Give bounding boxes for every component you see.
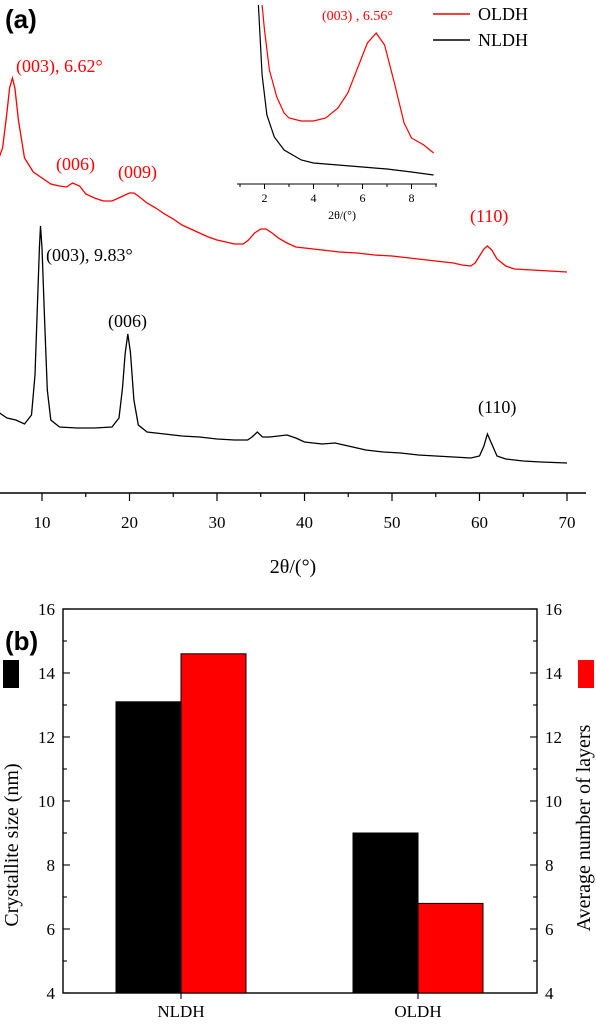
panel-a: (a) 10 20 30 40 50 60 70 2θ/(°) (003), 6.62° (… xyxy=(0,4,586,578)
right-y-axis-title: Average number of layers xyxy=(573,724,595,931)
panel-b-ticks: 4 4 6 6 8 8 10 10 12 12 14 14 16 16 xyxy=(38,600,563,1003)
panel-a-x-axis-title: 2θ/(°) xyxy=(270,556,316,578)
panel-a-x-ticks: 10 20 30 40 50 60 70 xyxy=(34,493,576,532)
x-tick-label: 20 xyxy=(121,513,138,532)
left-y-tick-label: 6 xyxy=(47,920,56,939)
panel-b-label: (b) xyxy=(5,626,38,656)
inset-x-axis-title: 2θ/(°) xyxy=(328,208,356,222)
category-label-oldh: OLDH xyxy=(394,1002,441,1021)
x-tick-label: 40 xyxy=(296,513,313,532)
crystallite-size-bar-oldh xyxy=(352,832,419,994)
x-tick-label: 10 xyxy=(34,513,51,532)
inset-x-tick-label: 8 xyxy=(409,191,415,205)
right-y-tick-label: 10 xyxy=(545,792,562,811)
oldh-peak-003-label: (003), 6.62° xyxy=(16,56,103,77)
inset-x-tick-label: 6 xyxy=(360,191,366,205)
left-y-tick-label: 16 xyxy=(38,600,55,619)
layers-bar-nldh xyxy=(180,653,247,994)
left-y-tick-label: 12 xyxy=(38,728,55,747)
left-y-tick-label: 4 xyxy=(47,984,56,1003)
legend-oldh-label: OLDH xyxy=(478,4,528,24)
average-layers-swatch xyxy=(578,660,594,688)
panel-b-bars: NLDH OLDH xyxy=(115,653,484,1021)
right-y-tick-label: 12 xyxy=(545,728,562,747)
crystallite-size-bar-nldh xyxy=(115,701,182,994)
crystallite-size-swatch xyxy=(3,660,19,688)
x-tick-label: 30 xyxy=(209,513,226,532)
inset-nldh-line xyxy=(257,4,434,176)
x-tick-label: 60 xyxy=(471,513,488,532)
nldh-xrd-line xyxy=(0,225,568,464)
right-y-tick-label: 8 xyxy=(545,856,554,875)
inset-x-tick-label: 4 xyxy=(311,191,317,205)
inset-x-ticks: 2 4 6 8 xyxy=(239,184,437,205)
right-y-tick-label: 6 xyxy=(545,920,554,939)
nldh-peak-110-label: (110) xyxy=(478,397,516,418)
inset-chart: 2 4 6 8 2θ/(°) (003) , 6.56° xyxy=(237,4,437,222)
left-y-tick-label: 14 xyxy=(38,664,56,683)
right-y-tick-label: 14 xyxy=(545,664,563,683)
panel-b: (b) NLDH OLDH 4 4 6 6 8 8 10 10 12 12 14 14 16 16 Crys… xyxy=(1,600,595,1021)
oldh-peak-006-label: (006) xyxy=(56,154,95,175)
nldh-peak-003-label: (003), 9.83° xyxy=(46,245,133,266)
oldh-peak-110-label: (110) xyxy=(470,206,508,227)
left-y-tick-label: 10 xyxy=(38,792,55,811)
x-tick-label: 70 xyxy=(559,513,576,532)
right-y-tick-label: 4 xyxy=(545,984,554,1003)
oldh-xrd-line xyxy=(0,75,568,273)
left-y-axis-title: Crystallite size (nm) xyxy=(1,763,23,926)
inset-oldh-line xyxy=(261,4,434,154)
panel-a-label: (a) xyxy=(5,4,37,34)
legend-nldh-label: NLDH xyxy=(478,30,528,50)
inset-x-tick-label: 2 xyxy=(262,191,268,205)
layers-bar-oldh xyxy=(417,902,484,994)
category-label-nldh: NLDH xyxy=(157,1002,204,1021)
inset-peak-label: (003) , 6.56° xyxy=(322,9,393,24)
x-tick-label: 50 xyxy=(384,513,401,532)
oldh-peak-009-label: (009) xyxy=(118,162,157,183)
left-y-tick-label: 8 xyxy=(47,856,56,875)
nldh-peak-006-label: (006) xyxy=(108,311,147,332)
right-y-tick-label: 16 xyxy=(545,600,562,619)
panel-a-legend: OLDH NLDH xyxy=(433,4,528,50)
